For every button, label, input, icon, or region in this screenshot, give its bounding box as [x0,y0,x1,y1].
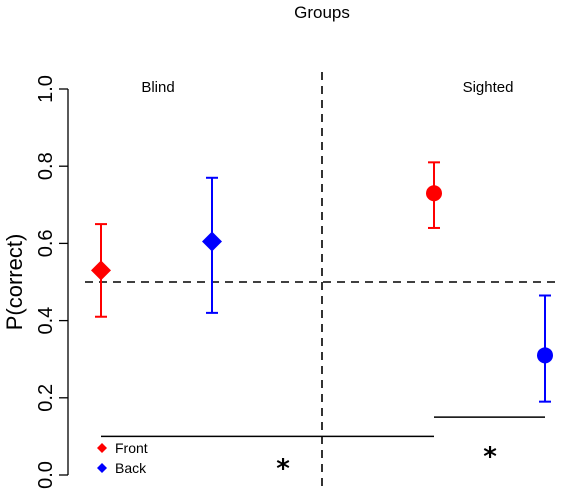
y-axis-title: P(correct) [2,234,27,331]
reference-lines [85,72,558,492]
point-back-sighted [537,347,553,364]
panel-labels: Blind Sighted [141,79,513,96]
chart-title: Groups [294,3,350,22]
legend: Front Back [97,440,148,476]
legend-label-front: Front [115,440,148,456]
point-back-blind [202,231,222,252]
legend-marker-front [97,443,107,453]
y-tick-label: 0.0 [35,461,57,489]
panel-label-blind: Blind [141,79,174,96]
panel-label-sighted: Sighted [463,79,514,96]
y-tick-label: 1.0 [35,75,57,103]
legend-label-back: Back [115,460,147,476]
data-points [91,161,553,403]
point-front-blind [91,260,111,281]
y-tick-label: 0.8 [35,152,57,180]
significance-lines: * * [101,416,545,484]
point-front-sighted [426,185,442,202]
significance-star: * [276,454,290,484]
y-tick-label: 0.6 [35,229,57,257]
y-axis: 0.0 0.2 0.4 0.6 0.8 1.0 [35,75,69,489]
y-tick-label: 0.4 [35,307,57,335]
legend-marker-back [97,463,107,473]
y-tick-label: 0.2 [35,384,57,412]
significance-star: * [483,442,497,472]
